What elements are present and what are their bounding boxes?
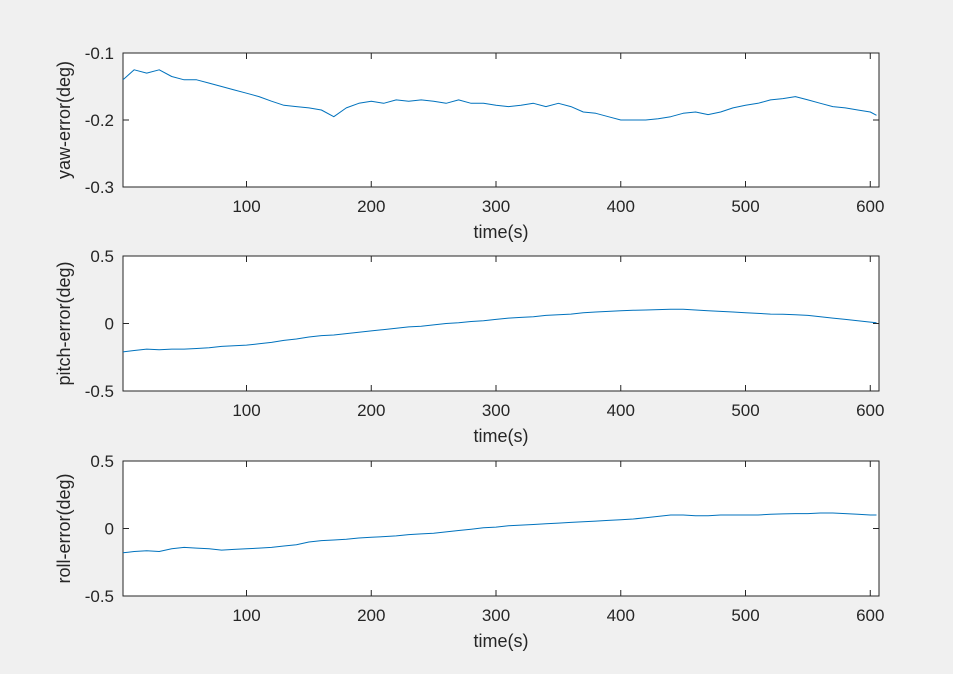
plot-area (122, 460, 880, 597)
y-tick-label: -0.2 (85, 111, 114, 130)
plot-area (122, 255, 880, 392)
x-axis-label: time(s) (474, 222, 529, 242)
series-line-0 (123, 512, 877, 554)
x-tick-label: 500 (731, 606, 759, 625)
yaw-error-subplot: 100 200 300 400 500 600 -0.3 -0.2 -0.1 time(s) yaw… (54, 44, 884, 242)
x-tick-label: 200 (357, 401, 385, 420)
x-tick-label: 400 (607, 401, 635, 420)
x-tick-label: 300 (482, 197, 510, 216)
x-tick-label: 100 (232, 401, 260, 420)
y-axis-label: pitch-error(deg) (54, 261, 74, 385)
y-axis-label: yaw-error(deg) (54, 61, 74, 179)
x-tick-label: 100 (232, 197, 260, 216)
x-tick-label: 600 (856, 401, 884, 420)
x-tick-label: 200 (357, 606, 385, 625)
x-axis-label: time(s) (474, 426, 529, 446)
y-tick-label: 0 (105, 520, 114, 539)
pitch-error-subplot: 100 200 300 400 500 600 -0.5 0 0.5 time(s) pitch-e… (54, 247, 884, 446)
y-axis-label: roll-error(deg) (54, 473, 74, 583)
x-tick-label: 400 (607, 197, 635, 216)
y-tick-label: -0.5 (85, 382, 114, 401)
y-tick-label: -0.5 (85, 587, 114, 606)
series-line-0 (123, 69, 877, 121)
y-tick-label: -0.1 (85, 44, 114, 63)
y-tick-label: 0.5 (90, 247, 114, 266)
x-tick-label: 100 (232, 606, 260, 625)
x-tick-label: 300 (482, 606, 510, 625)
x-tick-label: 400 (607, 606, 635, 625)
y-tick-label: -0.3 (85, 178, 114, 197)
y-tick-label: 0 (105, 315, 114, 334)
x-tick-label: 300 (482, 401, 510, 420)
roll-error-subplot: 100 200 300 400 500 600 -0.5 0 0.5 time(s) roll-er… (54, 452, 884, 651)
x-tick-label: 600 (856, 606, 884, 625)
x-tick-label: 200 (357, 197, 385, 216)
x-axis-label: time(s) (474, 631, 529, 651)
x-tick-label: 500 (731, 197, 759, 216)
plot-area (122, 52, 880, 188)
y-tick-label: 0.5 (90, 452, 114, 471)
x-tick-label: 600 (856, 197, 884, 216)
x-tick-label: 500 (731, 401, 759, 420)
series-line-0 (123, 308, 877, 353)
